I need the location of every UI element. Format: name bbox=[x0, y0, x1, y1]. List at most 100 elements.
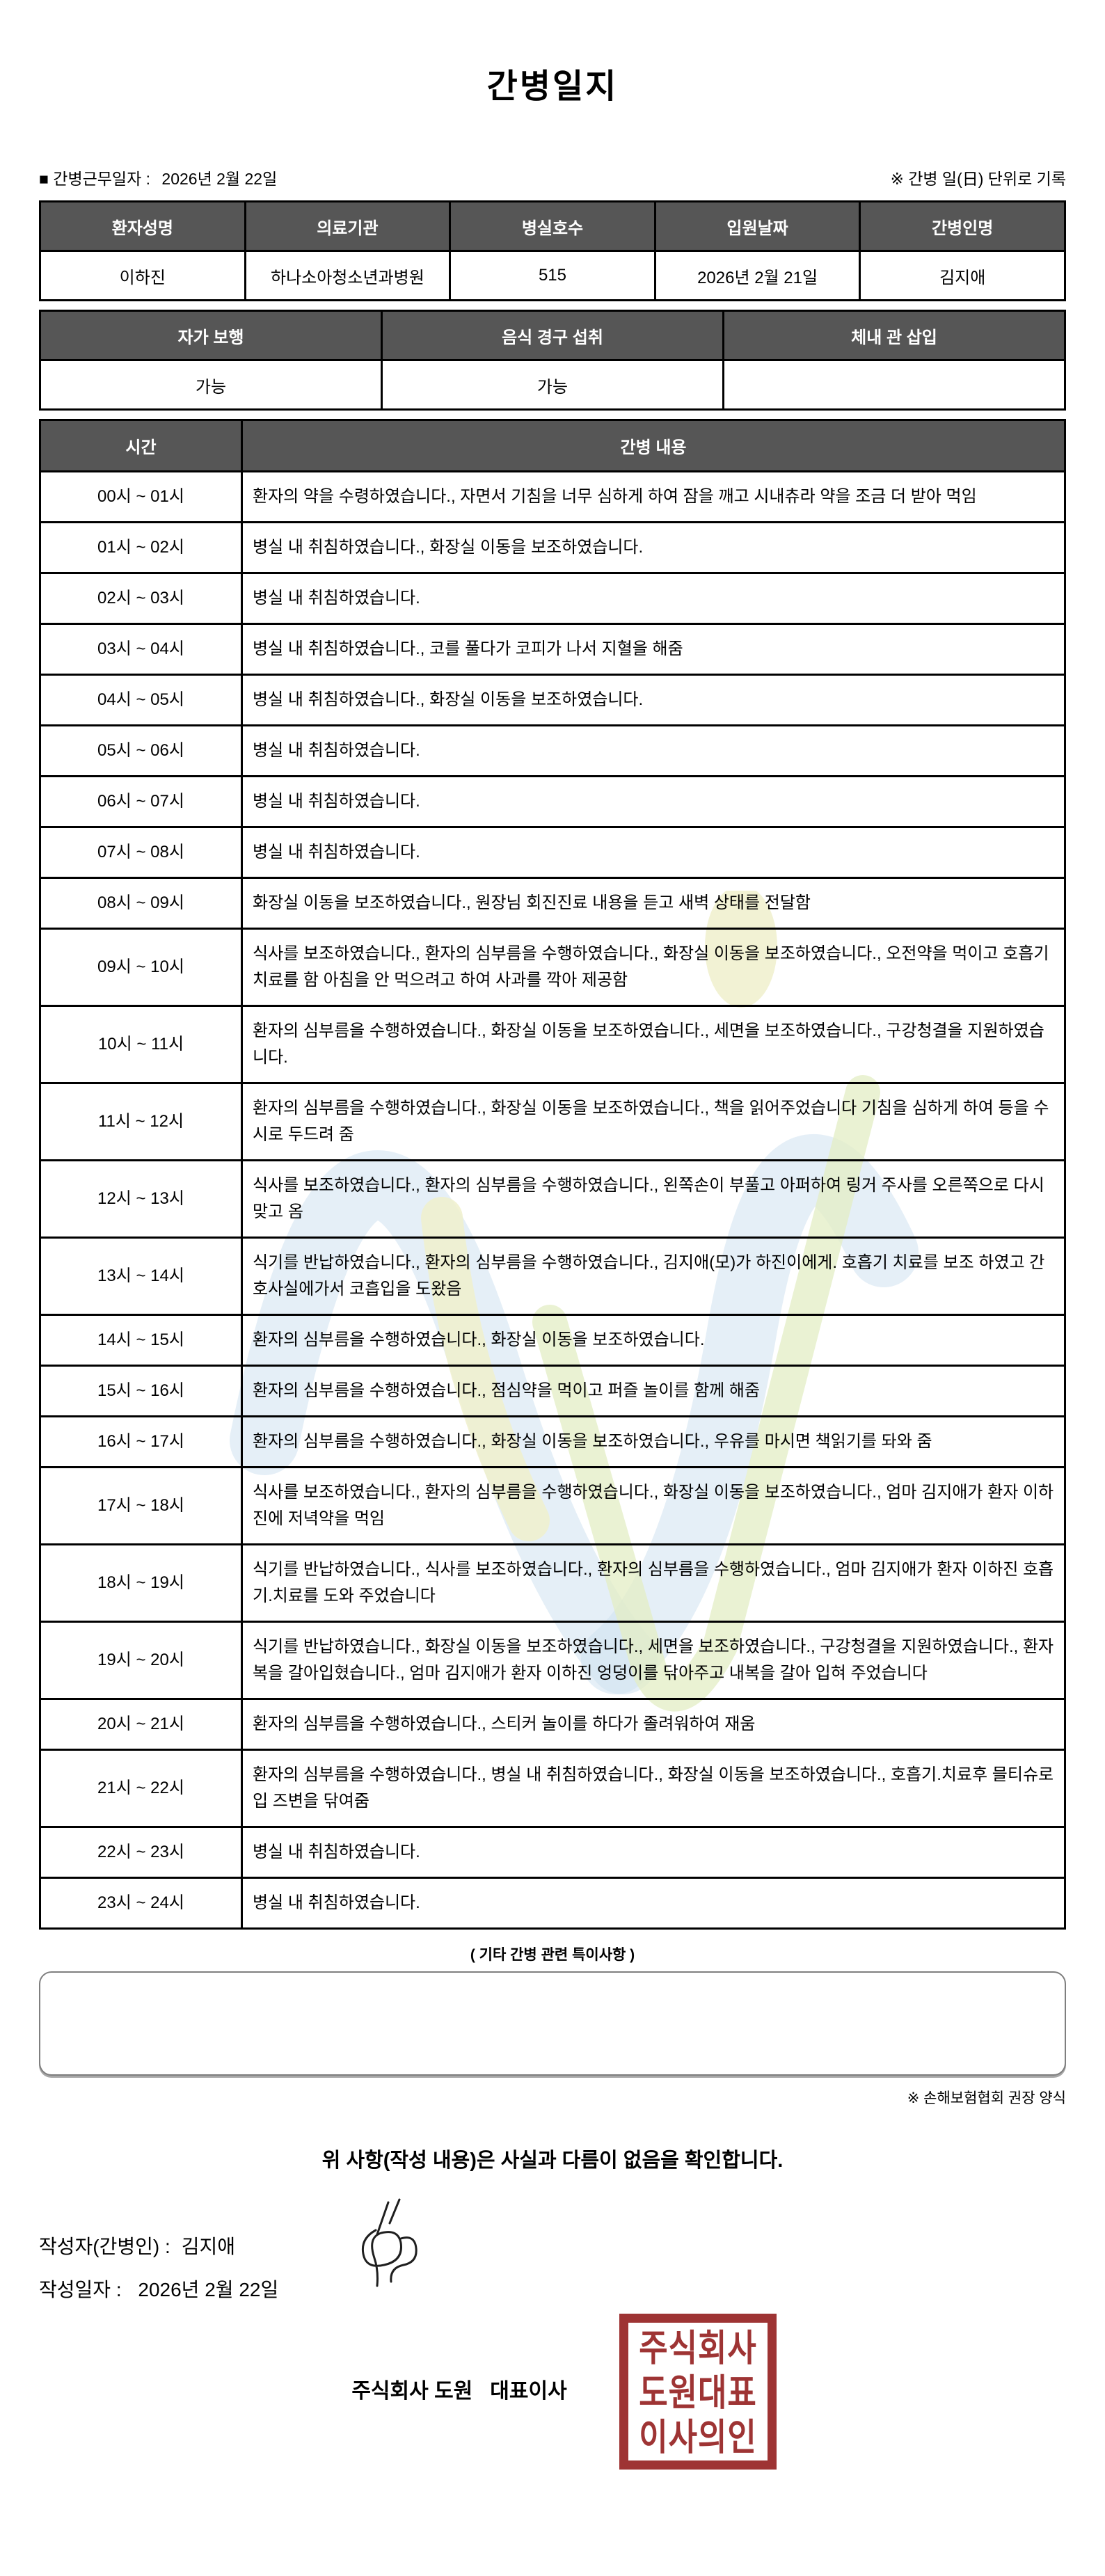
care-log-row: 01시 ~ 02시 병실 내 취침하였습니다., 화장실 이동을 보조하였습니다. bbox=[39, 521, 1066, 574]
care-time-cell: 21시 ~ 22시 bbox=[39, 1749, 243, 1828]
care-content-cell: 식기를 반납하였습니다., 화장실 이동을 보조하였습니다., 세면을 보조하였… bbox=[241, 1621, 1066, 1700]
care-log-row: 11시 ~ 12시 환자의 심부름을 수행하였습니다., 화장실 이동을 보조하였… bbox=[39, 1082, 1066, 1161]
care-log-table: 시간 간병 내용 00시 ~ 01시 환자의 약을 수령하였습니다., 자면서 기… bbox=[39, 419, 1066, 1930]
seal-line-1: 주식회사 bbox=[639, 2327, 757, 2369]
care-time-cell: 01시 ~ 02시 bbox=[39, 521, 243, 574]
care-content-cell: 환자의 심부름을 수행하였습니다., 점심약을 먹이고 퍼즐 놀이를 함께 해줌 bbox=[241, 1365, 1066, 1417]
care-col-content-header: 간병 내용 bbox=[241, 419, 1066, 472]
care-time-cell: 00시 ~ 01시 bbox=[39, 470, 243, 523]
care-content-cell: 병실 내 취침하였습니다. bbox=[241, 724, 1066, 777]
care-log-row: 00시 ~ 01시 환자의 약을 수령하였습니다., 자면서 기침을 너무 심하게… bbox=[39, 470, 1066, 523]
write-date-line: 작성일자 : 2026년 2월 22일 bbox=[39, 2275, 1066, 2303]
care-time-cell: 19시 ~ 20시 bbox=[39, 1621, 243, 1700]
care-log-row: 03시 ~ 04시 병실 내 취침하였습니다., 코를 풀다가 코피가 나서 지혈… bbox=[39, 623, 1066, 676]
care-log-row: 19시 ~ 20시 식기를 반납하였습니다., 화장실 이동을 보조하였습니다.,… bbox=[39, 1621, 1066, 1700]
patient-info-value-cell: 이하진 bbox=[39, 250, 246, 301]
care-log-row: 10시 ~ 11시 환자의 심부름을 수행하였습니다., 화장실 이동을 보조하였… bbox=[39, 1005, 1066, 1084]
care-log-row: 17시 ~ 18시 식사를 보조하였습니다., 환자의 심부름을 수행하였습니다.… bbox=[39, 1466, 1066, 1545]
writer-name: 김지애 bbox=[181, 2236, 236, 2257]
care-log-row: 14시 ~ 15시 환자의 심부름을 수행하였습니다., 화장실 이동을 보조하였… bbox=[39, 1314, 1066, 1367]
care-content-cell: 환자의 심부름을 수행하였습니다., 병실 내 취침하였습니다., 화장실 이동… bbox=[241, 1749, 1066, 1828]
care-content-cell: 병실 내 취침하였습니다., 화장실 이동을 보조하였습니다. bbox=[241, 521, 1066, 574]
patient-info-header-cell: 환자성명 bbox=[39, 200, 246, 252]
care-log-row: 05시 ~ 06시 병실 내 취침하였습니다. bbox=[39, 724, 1066, 777]
care-log-row: 06시 ~ 07시 병실 내 취침하였습니다. bbox=[39, 775, 1066, 828]
care-time-cell: 13시 ~ 14시 bbox=[39, 1237, 243, 1316]
patient-status-header-row: 자가 보행 음식 경구 섭취 체내 관 삽입 bbox=[39, 310, 1066, 361]
care-content-cell: 병실 내 취침하였습니다., 화장실 이동을 보조하였습니다. bbox=[241, 674, 1066, 726]
extra-notes-box[interactable] bbox=[39, 1971, 1066, 2076]
record-unit-note: ※ 간병 일(日) 단위로 기록 bbox=[890, 170, 1066, 188]
patient-status-value-cell bbox=[722, 359, 1066, 411]
recommended-form-note: ※ 손해보험협회 권장 양식 bbox=[907, 2090, 1066, 2106]
care-log-row: 08시 ~ 09시 화장실 이동을 보조하였습니다., 원장님 회진진료 내용을 … bbox=[39, 877, 1066, 930]
patient-info-value-row: 이하진 하나소아청소년과병원 515 2026년 2월 21일 김지애 bbox=[39, 250, 1066, 301]
care-log-row: 12시 ~ 13시 식사를 보조하였습니다., 환자의 심부름을 수행하였습니다.… bbox=[39, 1159, 1066, 1239]
care-log-header-row: 시간 간병 내용 bbox=[39, 419, 1066, 472]
write-date-label: 작성일자 : bbox=[39, 2279, 122, 2300]
patient-info-header-cell: 병실호수 bbox=[449, 200, 656, 252]
care-time-cell: 11시 ~ 12시 bbox=[39, 1082, 243, 1161]
company-title: 주식회사 도원 대표이사 bbox=[351, 2380, 567, 2403]
care-content-cell: 병실 내 취침하였습니다., 코를 풀다가 코피가 나서 지혈을 해줌 bbox=[241, 623, 1066, 676]
care-time-cell: 09시 ~ 10시 bbox=[39, 928, 243, 1007]
care-time-cell: 16시 ~ 17시 bbox=[39, 1415, 243, 1468]
care-time-cell: 06시 ~ 07시 bbox=[39, 775, 243, 828]
work-date-value: 2026년 2월 22일 bbox=[161, 170, 278, 188]
patient-info-value-cell: 하나소아청소년과병원 bbox=[244, 250, 452, 301]
care-time-cell: 02시 ~ 03시 bbox=[39, 572, 243, 625]
care-log-row: 21시 ~ 22시 환자의 심부름을 수행하였습니다., 병실 내 취침하였습니다… bbox=[39, 1749, 1066, 1828]
care-content-cell: 화장실 이동을 보조하였습니다., 원장님 회진진료 내용을 듣고 새벽 상태를… bbox=[241, 877, 1066, 930]
work-date-label: ■ 간병근무일자 : bbox=[39, 170, 151, 188]
patient-status-header-cell: 자가 보행 bbox=[39, 310, 383, 361]
care-col-time-header: 시간 bbox=[39, 419, 243, 472]
patient-status-value-row: 가능 가능 bbox=[39, 359, 1066, 411]
care-content-cell: 환자의 심부름을 수행하였습니다., 스티커 놀이를 하다가 졸려워하여 재움 bbox=[241, 1698, 1066, 1751]
patient-info-header-row: 환자성명 의료기관 병실호수 입원날짜 간병인명 bbox=[39, 200, 1066, 252]
patient-info-table: 환자성명 의료기관 병실호수 입원날짜 간병인명 이하진 하나소아청소년과병원 515 202… bbox=[39, 200, 1066, 301]
care-log-body: 00시 ~ 01시 환자의 약을 수령하였습니다., 자면서 기침을 너무 심하게… bbox=[39, 470, 1066, 1930]
care-time-cell: 20시 ~ 21시 bbox=[39, 1698, 243, 1751]
care-time-cell: 03시 ~ 04시 bbox=[39, 623, 243, 676]
care-content-cell: 병실 내 취침하였습니다. bbox=[241, 1877, 1066, 1930]
care-content-cell: 환자의 심부름을 수행하였습니다., 화장실 이동을 보조하였습니다. bbox=[241, 1314, 1066, 1367]
care-log-row: 07시 ~ 08시 병실 내 취침하였습니다. bbox=[39, 826, 1066, 879]
care-log-row: 22시 ~ 23시 병실 내 취침하였습니다. bbox=[39, 1826, 1066, 1879]
care-time-cell: 12시 ~ 13시 bbox=[39, 1159, 243, 1239]
care-time-cell: 22시 ~ 23시 bbox=[39, 1826, 243, 1879]
work-date-line: ■ 간병근무일자 : 2026년 2월 22일 bbox=[39, 166, 284, 189]
care-content-cell: 식사를 보조하였습니다., 환자의 심부름을 수행하였습니다., 화장실 이동을… bbox=[241, 928, 1066, 1007]
patient-status-header-cell: 체내 관 삽입 bbox=[722, 310, 1066, 361]
care-log-row: 23시 ~ 24시 병실 내 취침하였습니다. bbox=[39, 1877, 1066, 1930]
writer-label: 작성자(간병인) : bbox=[39, 2236, 170, 2257]
care-content-cell: 병실 내 취침하였습니다. bbox=[241, 775, 1066, 828]
care-content-cell: 환자의 심부름을 수행하였습니다., 화장실 이동을 보조하였습니다., 세면을… bbox=[241, 1005, 1066, 1084]
care-time-cell: 14시 ~ 15시 bbox=[39, 1314, 243, 1367]
care-content-cell: 환자의 심부름을 수행하였습니다., 화장실 이동을 보조하였습니다., 책을 … bbox=[241, 1082, 1066, 1161]
care-time-cell: 15시 ~ 16시 bbox=[39, 1365, 243, 1417]
patient-status-value-cell: 가능 bbox=[381, 359, 724, 411]
care-content-cell: 환자의 심부름을 수행하였습니다., 화장실 이동을 보조하였습니다., 우유를… bbox=[241, 1415, 1066, 1468]
care-content-cell: 식기를 반납하였습니다., 환자의 심부름을 수행하였습니다., 김지애(모)가… bbox=[241, 1237, 1066, 1316]
care-log-row: 09시 ~ 10시 식사를 보조하였습니다., 환자의 심부름을 수행하였습니다.… bbox=[39, 928, 1066, 1007]
care-log-row: 20시 ~ 21시 환자의 심부름을 수행하였습니다., 스티커 놀이를 하다가 … bbox=[39, 1698, 1066, 1751]
patient-status-table: 자가 보행 음식 경구 섭취 체내 관 삽입 가능 가능 bbox=[39, 310, 1066, 411]
patient-info-value-cell: 2026년 2월 21일 bbox=[653, 250, 861, 301]
patient-info-header-cell: 간병인명 bbox=[859, 200, 1066, 252]
patient-info-header-cell: 의료기관 bbox=[244, 200, 452, 252]
care-time-cell: 05시 ~ 06시 bbox=[39, 724, 243, 777]
seal-line-2: 도원대표 bbox=[639, 2371, 757, 2414]
care-log-row: 16시 ~ 17시 환자의 심부름을 수행하였습니다., 화장실 이동을 보조하였… bbox=[39, 1415, 1066, 1468]
care-time-cell: 04시 ~ 05시 bbox=[39, 674, 243, 726]
page-title: 간병일지 bbox=[486, 68, 619, 105]
patient-info-value-cell: 515 bbox=[449, 250, 656, 301]
care-time-cell: 08시 ~ 09시 bbox=[39, 877, 243, 930]
patient-info-header-cell: 입원날짜 bbox=[653, 200, 861, 252]
patient-info-value-cell: 김지애 bbox=[859, 250, 1066, 301]
care-content-cell: 병실 내 취침하였습니다. bbox=[241, 1826, 1066, 1879]
meta-row: ■ 간병근무일자 : 2026년 2월 22일 ※ 간병 일(日) 단위로 기록 bbox=[39, 166, 1066, 189]
writer-line: 작성자(간병인) : 김지애 bbox=[39, 2198, 1066, 2287]
seal-line-3: 이사의인 bbox=[639, 2416, 757, 2458]
care-content-cell: 식사를 보조하였습니다., 환자의 심부름을 수행하였습니다., 화장실 이동을… bbox=[241, 1466, 1066, 1545]
care-content-cell: 식사를 보조하였습니다., 환자의 심부름을 수행하였습니다., 왼쪽손이 부풀… bbox=[241, 1159, 1066, 1239]
